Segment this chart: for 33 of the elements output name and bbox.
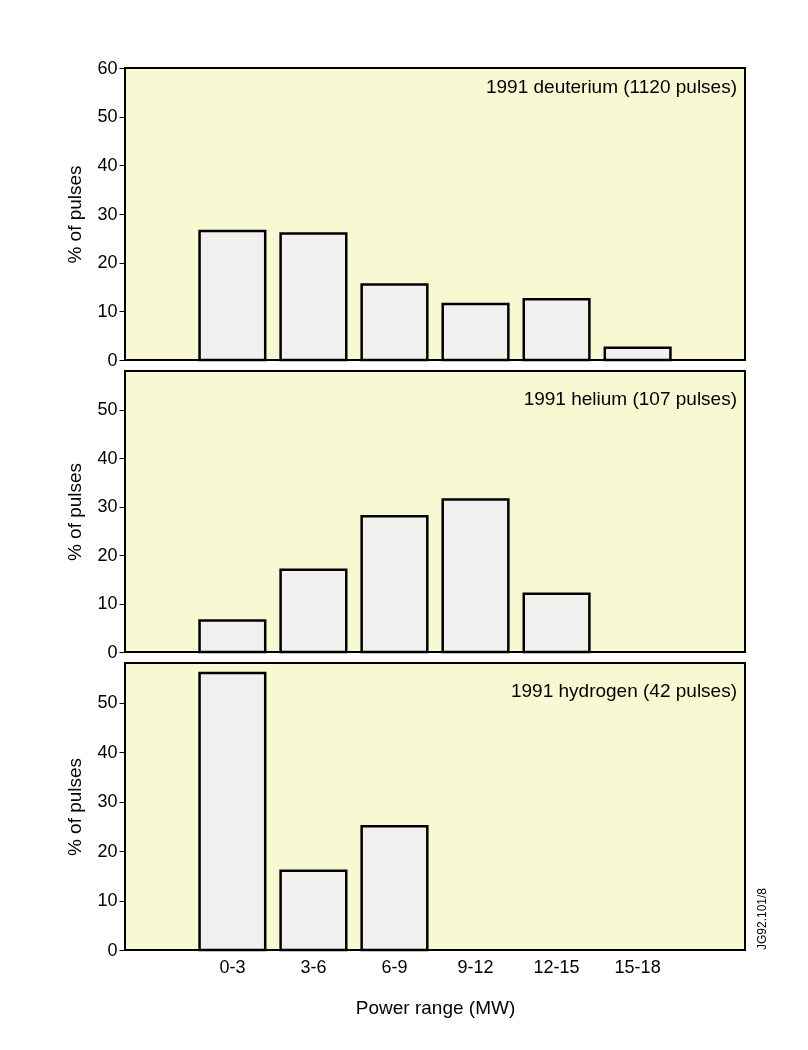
x-axis-title: Power range (MW): [355, 996, 516, 1018]
y-tick-label: 50: [97, 106, 118, 127]
y-axis-title: % of pulses: [64, 165, 86, 264]
x-tick-label: 12-15: [533, 956, 580, 977]
text: 1991 helium (107 pulses): [523, 388, 737, 409]
y-tick-label: 30: [97, 496, 118, 517]
y-tick-label: 0: [107, 939, 118, 960]
x-tick-label: 15-18: [614, 956, 661, 977]
y-tick-label: 40: [97, 447, 118, 468]
y-tick-label: 20: [97, 840, 118, 861]
x-tick-label: 6-9: [381, 956, 408, 977]
text: 1991 hydrogen (42 pulses): [510, 680, 737, 701]
y-tick-label: 0: [107, 641, 118, 662]
x-tick-label: 3-6: [300, 956, 327, 977]
y-tick-label: 20: [97, 544, 118, 565]
y-axis-title: % of pulses: [64, 462, 86, 562]
y-tick-label: 30: [97, 203, 118, 224]
y-tick-label: 0: [107, 349, 118, 370]
y-tick-label: 30: [97, 791, 118, 812]
y-tick-label: 40: [97, 154, 118, 175]
y-axis-title: % of pulses: [64, 757, 86, 857]
x-tick-label: 0-3: [219, 956, 246, 977]
text: JG92.101/8: [755, 887, 769, 950]
y-tick-label: 50: [97, 692, 118, 713]
y-tick-label: 10: [97, 890, 118, 911]
y-tick-label: 40: [97, 741, 118, 762]
y-tick-label: 20: [97, 252, 118, 273]
y-tick-label: 60: [97, 57, 118, 78]
x-tick-label: 9-12: [457, 956, 494, 977]
y-tick-label: 10: [97, 300, 118, 321]
y-tick-label: 50: [97, 399, 118, 420]
y-tick-label: 10: [97, 593, 118, 614]
chart-title: 1991 deuterium (1120 pulses): [485, 76, 737, 97]
